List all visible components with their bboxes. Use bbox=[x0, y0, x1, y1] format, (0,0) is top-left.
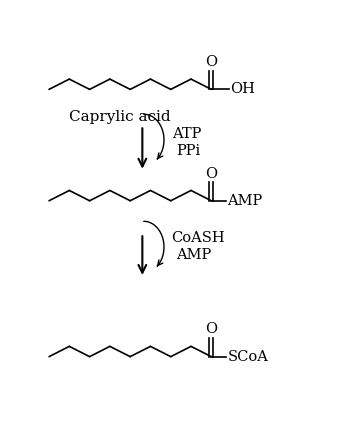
Text: PPi: PPi bbox=[176, 144, 200, 158]
Text: AMP: AMP bbox=[176, 248, 211, 262]
Text: Caprylic acid: Caprylic acid bbox=[68, 109, 170, 124]
Text: O: O bbox=[205, 55, 217, 69]
Text: SCoA: SCoA bbox=[227, 350, 268, 364]
Text: AMP: AMP bbox=[227, 194, 262, 208]
Text: O: O bbox=[205, 323, 217, 336]
Text: CoASH: CoASH bbox=[171, 231, 224, 245]
Text: ATP: ATP bbox=[172, 127, 201, 141]
Text: O: O bbox=[205, 166, 217, 181]
Text: OH: OH bbox=[230, 82, 255, 97]
